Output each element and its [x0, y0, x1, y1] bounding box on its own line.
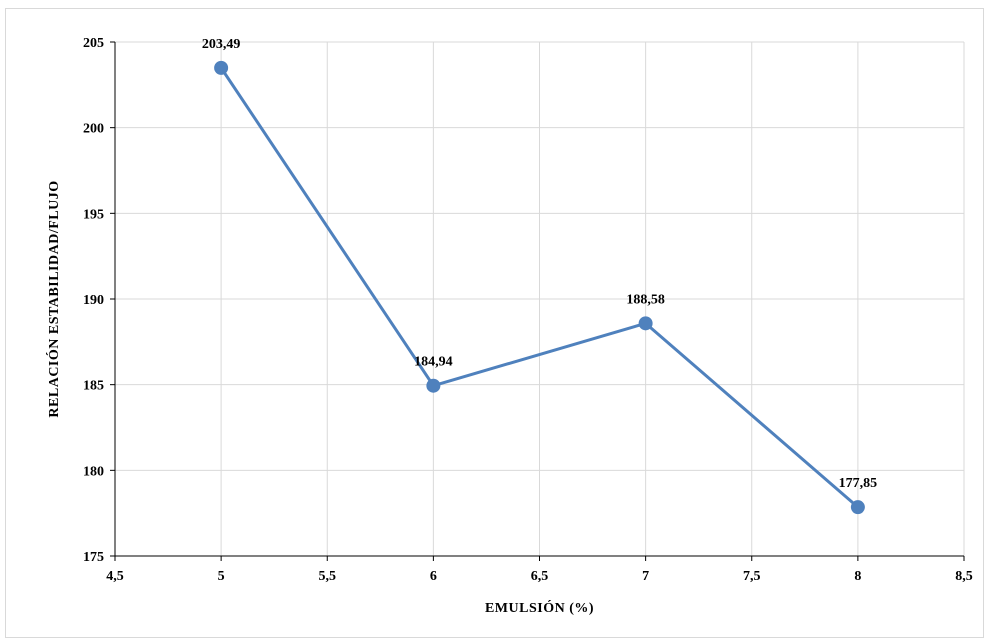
y-tick-label: 175 [83, 550, 104, 565]
y-tick-label: 200 [83, 122, 104, 137]
data-labels: 203,49 184,94 188,58 177,85 [202, 37, 877, 491]
x-tick-label: 6,5 [531, 569, 549, 584]
x-tick-label: 4,5 [106, 569, 124, 584]
x-tick-label: 8 [854, 569, 861, 584]
x-tick-label: 6 [430, 569, 437, 584]
y-tick-label: 190 [83, 293, 104, 308]
axes [110, 41, 965, 561]
y-tick-label: 205 [83, 36, 104, 51]
data-label: 188,58 [626, 292, 665, 307]
data-label: 203,49 [202, 37, 241, 52]
x-axis-title: EMULSIÓN (%) [485, 599, 594, 616]
gridlines [115, 41, 965, 556]
y-axis-title: RELACIÓN ESTABILIDAD/FLUJO [45, 180, 62, 417]
chart-frame [5, 8, 984, 638]
x-axis-ticks: 4,5 5 5,5 6 6,5 7 7,5 8 8,5 [106, 569, 973, 584]
data-point [214, 60, 229, 75]
data-series [214, 60, 865, 515]
y-tick-label: 185 [83, 379, 104, 394]
data-point [638, 316, 653, 331]
data-point [426, 378, 441, 393]
data-label: 184,94 [414, 355, 453, 370]
x-tick-label: 5,5 [319, 569, 337, 584]
data-label: 177,85 [839, 476, 878, 491]
x-tick-label: 8,5 [955, 569, 973, 584]
series-line [219, 67, 859, 509]
y-axis-ticks: 175 180 185 190 195 200 205 [83, 36, 104, 565]
y-tick-label: 195 [83, 207, 104, 222]
x-tick-label: 7 [642, 569, 649, 584]
y-tick-label: 180 [83, 464, 104, 479]
data-point [850, 500, 865, 515]
x-tick-label: 5 [218, 569, 225, 584]
x-tick-label: 7,5 [743, 569, 761, 584]
